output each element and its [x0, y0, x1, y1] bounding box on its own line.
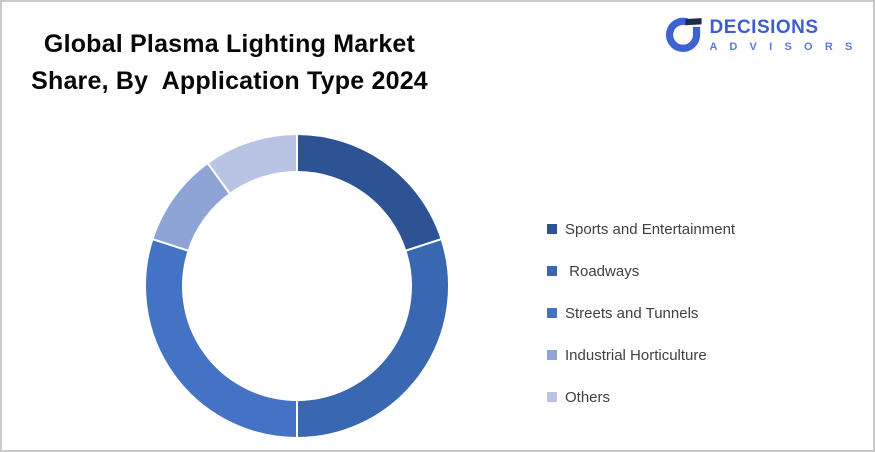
- legend-label: Streets and Tunnels: [565, 304, 699, 322]
- legend-label: Sports and Entertainment: [565, 220, 736, 238]
- chart-legend: Sports and Entertainment Roadways Streets…: [547, 221, 735, 431]
- legend-swatch-icon: [547, 266, 557, 276]
- legend-swatch-icon: [547, 224, 557, 234]
- donut-chart: [144, 133, 450, 439]
- brand-logo: DECISIONS A D V I S O R S: [665, 16, 857, 54]
- brand-subtitle: A D V I S O R S: [709, 40, 857, 53]
- donut-slice-others: [206, 133, 298, 195]
- legend-swatch-icon: [547, 350, 557, 360]
- legend-item-others: Others: [547, 388, 735, 406]
- chart-title: Global Plasma Lighting Market Share, By …: [31, 30, 428, 95]
- legend-item-sports-and-entertainment: Sports and Entertainment: [547, 220, 736, 238]
- legend-label: Others: [565, 388, 611, 406]
- brand-logo-text: DECISIONS A D V I S O R S: [710, 17, 857, 54]
- logo-flag-icon: [684, 18, 702, 26]
- legend-swatch-icon: [547, 308, 557, 318]
- legend-item-industrial-horticulture: Industrial Horticulture: [547, 346, 735, 364]
- donut-slice-streets-and-tunnels: [144, 238, 298, 439]
- legend-label: Roadways: [565, 262, 640, 280]
- legend-label: Industrial Horticulture: [565, 346, 707, 364]
- brand-name: DECISIONS: [709, 16, 819, 38]
- legend-swatch-icon: [547, 392, 557, 402]
- donut-slice-sports-and-entertainment: [296, 133, 443, 252]
- brand-logo-icon: [665, 17, 702, 52]
- donut-slice-roadways: [296, 238, 450, 439]
- legend-item-roadways: Roadways: [547, 262, 735, 280]
- legend-item-streets-and-tunnels: Streets and Tunnels: [547, 304, 735, 322]
